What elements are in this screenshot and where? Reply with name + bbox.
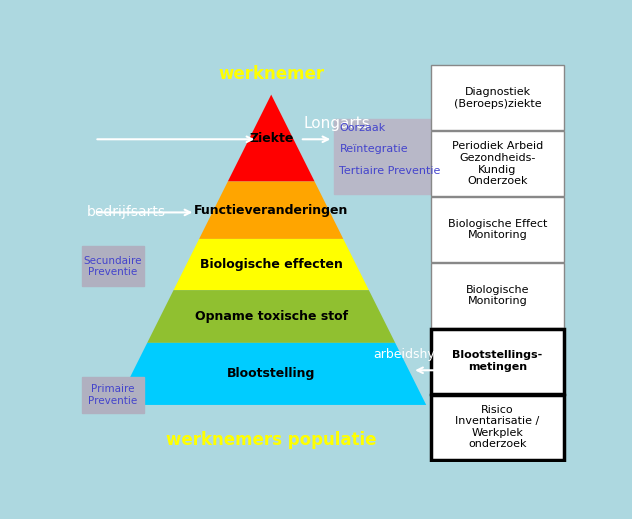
Text: Blootstelling: Blootstelling (227, 367, 315, 380)
FancyBboxPatch shape (334, 119, 432, 194)
FancyBboxPatch shape (431, 394, 564, 460)
FancyBboxPatch shape (431, 131, 564, 196)
FancyBboxPatch shape (431, 65, 564, 130)
Polygon shape (199, 182, 343, 239)
Polygon shape (147, 290, 395, 343)
Text: Risico
Inventarisatie /
Werkplek
onderzoek: Risico Inventarisatie / Werkplek onderzo… (456, 405, 540, 449)
Polygon shape (116, 343, 426, 405)
Text: Biologische effecten: Biologische effecten (200, 258, 343, 271)
Text: Periodiek Arbeid
Gezondheids-
Kundig
Onderzoek: Periodiek Arbeid Gezondheids- Kundig Ond… (452, 141, 543, 186)
FancyBboxPatch shape (431, 197, 564, 262)
Text: Opname toxische stof: Opname toxische stof (195, 310, 348, 323)
Text: arbeidshygiënist: arbeidshygiënist (374, 348, 477, 361)
Text: werknemer: werknemer (218, 65, 324, 83)
Text: Blootstellings-
metingen: Blootstellings- metingen (453, 350, 543, 372)
Text: Longarts: Longarts (304, 116, 370, 131)
Polygon shape (174, 239, 369, 290)
Text: Oorzaak: Oorzaak (339, 122, 386, 133)
Text: Primaire
Preventie: Primaire Preventie (88, 384, 138, 406)
Text: Reïntegratie: Reïntegratie (339, 144, 408, 154)
Text: werknemers populatie: werknemers populatie (166, 431, 377, 448)
Text: Biologische
Monitoring: Biologische Monitoring (466, 284, 529, 306)
Text: bedrijfsarts: bedrijfsarts (87, 206, 166, 220)
Text: Biologische Effect
Monitoring: Biologische Effect Monitoring (448, 219, 547, 240)
Text: Diagnostiek
(Beroeps)ziekte: Diagnostiek (Beroeps)ziekte (454, 87, 542, 108)
FancyBboxPatch shape (82, 247, 144, 286)
FancyBboxPatch shape (431, 329, 564, 394)
FancyBboxPatch shape (82, 377, 144, 414)
FancyBboxPatch shape (431, 263, 564, 328)
Text: Secundaire
Preventie: Secundaire Preventie (84, 255, 142, 277)
Polygon shape (228, 94, 315, 182)
Text: Tertiaire Preventie: Tertiaire Preventie (339, 166, 441, 176)
Text: Ziekte: Ziekte (249, 131, 293, 145)
Text: Functieveranderingen: Functieveranderingen (194, 204, 348, 217)
